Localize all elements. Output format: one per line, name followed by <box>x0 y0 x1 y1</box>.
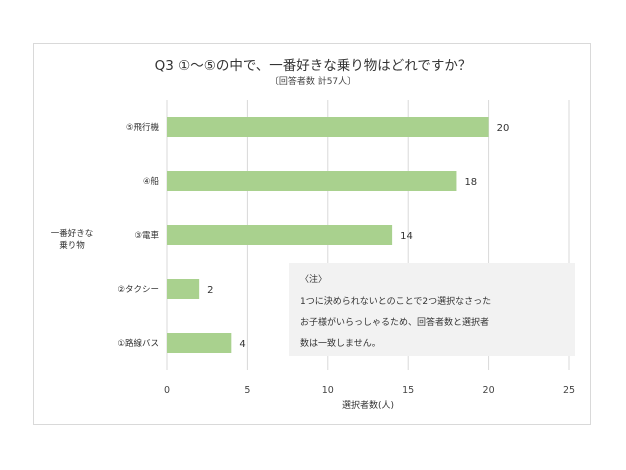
y-axis-label-line-2: 乗り物 <box>59 240 85 251</box>
x-tick-label-2: 10 <box>322 385 334 396</box>
category-label-4: ①路線バス <box>117 338 159 349</box>
data-label-1: 18 <box>464 177 477 188</box>
category-labels: ⑤飛行機 ④船 ③電車 ②タクシー ①路線バス <box>117 122 159 349</box>
note-background <box>289 263 575 356</box>
note-line-4: 数は一致しません。 <box>300 337 381 349</box>
data-labels: 20 18 14 2 4 <box>207 123 509 350</box>
note-line-1: 〈注〉 <box>300 273 327 285</box>
x-tick-label-5: 25 <box>563 385 575 396</box>
bar-1 <box>167 171 457 191</box>
category-label-1: ④船 <box>143 176 160 187</box>
note-line-2: 1つに決められないとのことで2つ選択なさった <box>300 295 491 307</box>
data-label-4: 4 <box>239 339 245 350</box>
chart-title: Q3 ①～⑤の中で、一番好きな乗り物はどれですか？ <box>155 58 472 74</box>
x-tick-label-0: 0 <box>164 385 170 396</box>
y-axis-label-line-1: 一番好きな <box>51 228 94 239</box>
category-label-0: ⑤飛行機 <box>126 122 160 133</box>
category-label-3: ②タクシー <box>117 285 159 295</box>
x-tick-label-4: 20 <box>483 385 495 396</box>
x-tick-label-1: 5 <box>244 385 250 396</box>
note-box: 〈注〉 1つに決められないとのことで2つ選択なさった お子様がいらっしゃるため、… <box>289 263 575 356</box>
bars <box>167 117 489 353</box>
x-axis-label: 選択者数(人) <box>342 399 394 411</box>
x-tick-label-3: 15 <box>402 385 414 396</box>
category-label-2: ③電車 <box>134 230 159 241</box>
chart-subtitle: 〔回答者数 計57人〕 <box>270 75 356 87</box>
note-line-3: お子様がいらっしゃるため、回答者数と選択者 <box>300 316 489 328</box>
bar-4 <box>167 333 232 353</box>
bar-2 <box>167 225 393 245</box>
data-label-0: 20 <box>497 123 510 134</box>
x-tick-labels: 0 5 10 15 20 25 <box>164 385 575 396</box>
bar-3 <box>167 279 200 299</box>
data-label-2: 14 <box>400 231 413 242</box>
bar-0 <box>167 117 489 137</box>
data-label-3: 2 <box>207 285 213 296</box>
